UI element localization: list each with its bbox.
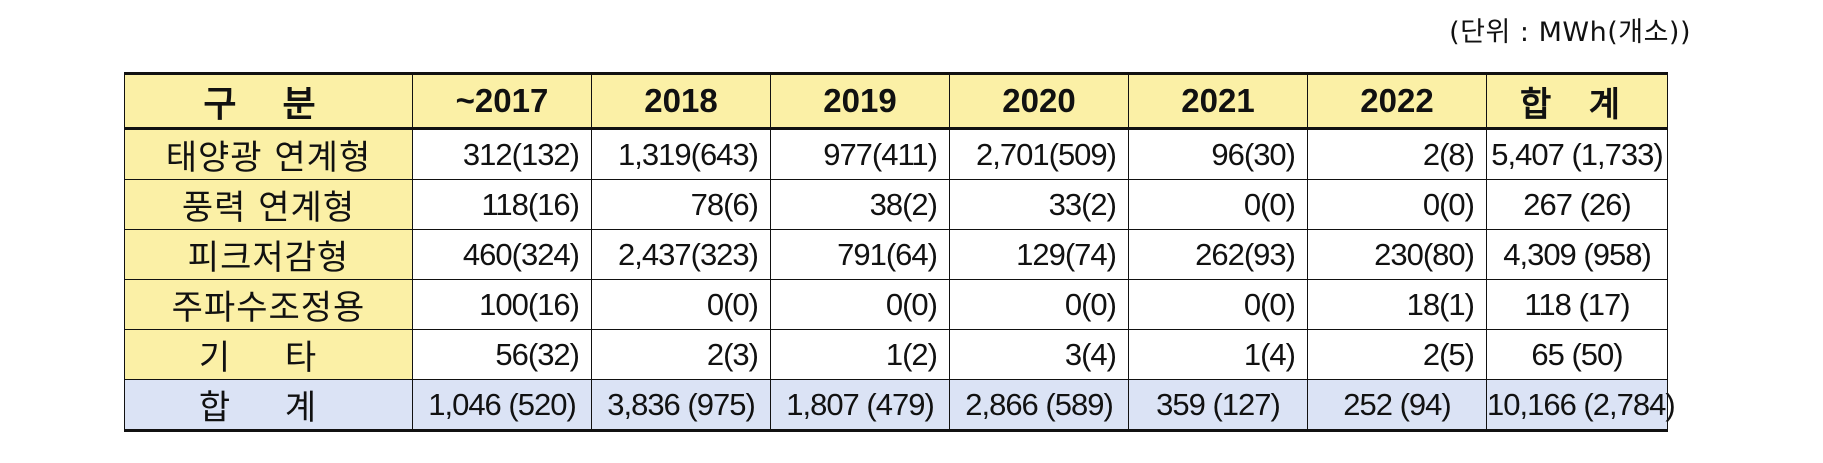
table-cell: 2(8) bbox=[1307, 128, 1487, 180]
table-cell-total: 65 (50) bbox=[1486, 329, 1668, 380]
header-year-2019: 2019 bbox=[770, 72, 950, 130]
table-cell: 0(0) bbox=[591, 279, 771, 330]
table-cell: 129(74) bbox=[949, 229, 1129, 280]
table-row-other: 기 타 56(32) 2(3) 1(2) 3(4) 1(4) 2(5) 65 (… bbox=[124, 329, 1668, 380]
header-year-2022: 2022 bbox=[1307, 72, 1487, 130]
row-label: 합 계 bbox=[124, 379, 413, 432]
row-label: 태양광 연계형 bbox=[124, 128, 413, 180]
header-year-2020: 2020 bbox=[949, 72, 1129, 130]
table-cell: 0(0) bbox=[1128, 279, 1308, 330]
header-row: 구 분 ~2017 2018 2019 2020 2021 2022 합 계 bbox=[124, 72, 1668, 130]
table-cell-total: 267 (26) bbox=[1486, 179, 1668, 230]
table-cell: 0(0) bbox=[949, 279, 1129, 330]
table-cell: 262(93) bbox=[1128, 229, 1308, 280]
table-cell-total: 5,407 (1,733) bbox=[1486, 128, 1668, 180]
table-cell-total: 118 (17) bbox=[1486, 279, 1668, 330]
table-cell: 1(2) bbox=[770, 329, 950, 380]
row-label: 풍력 연계형 bbox=[124, 179, 413, 230]
table-cell: 100(16) bbox=[412, 279, 592, 330]
row-label: 기 타 bbox=[124, 329, 413, 380]
table-cell: 3(4) bbox=[949, 329, 1129, 380]
table-cell: 1,046 (520) bbox=[412, 379, 592, 432]
table-cell: 312(132) bbox=[412, 128, 592, 180]
table-row-frequency: 주파수조정용 100(16) 0(0) 0(0) 0(0) 0(0) 18(1)… bbox=[124, 279, 1668, 330]
header-year-2021: 2021 bbox=[1128, 72, 1308, 130]
header-year-2018: 2018 bbox=[591, 72, 771, 130]
table-cell: 18(1) bbox=[1307, 279, 1487, 330]
table-cell: 791(64) bbox=[770, 229, 950, 280]
table-cell: 0(0) bbox=[1128, 179, 1308, 230]
table-cell: 1(4) bbox=[1128, 329, 1308, 380]
unit-label: (단위 : MWh(개소)) bbox=[1449, 17, 1691, 48]
table-cell: 2,437(323) bbox=[591, 229, 771, 280]
table-cell: 1,319(643) bbox=[591, 128, 771, 180]
table-cell-total: 4,309 (958) bbox=[1486, 229, 1668, 280]
table-row-wind: 풍력 연계형 118(16) 78(6) 38(2) 33(2) 0(0) 0(… bbox=[124, 179, 1668, 230]
table-cell: 2,866 (589) bbox=[949, 379, 1129, 432]
table-cell: 0(0) bbox=[770, 279, 950, 330]
table-row-total: 합 계 1,046 (520) 3,836 (975) 1,807 (479) … bbox=[124, 379, 1676, 432]
table-row-peak: 피크저감형 460(324) 2,437(323) 791(64) 129(74… bbox=[124, 229, 1668, 280]
table-cell: 96(30) bbox=[1128, 128, 1308, 180]
table-cell: 78(6) bbox=[591, 179, 771, 230]
table-cell: 0(0) bbox=[1307, 179, 1487, 230]
table-cell: 252 (94) bbox=[1307, 379, 1487, 432]
row-label: 주파수조정용 bbox=[124, 279, 413, 330]
table-cell: 1,807 (479) bbox=[770, 379, 950, 432]
table-cell: 2,701(509) bbox=[949, 128, 1129, 180]
row-label: 피크저감형 bbox=[124, 229, 413, 280]
table-cell: 977(411) bbox=[770, 128, 950, 180]
table-cell: 230(80) bbox=[1307, 229, 1487, 280]
header-year-2017: ~2017 bbox=[412, 72, 592, 130]
header-total: 합 계 bbox=[1486, 72, 1668, 130]
table-row-solar: 태양광 연계형 312(132) 1,319(643) 977(411) 2,7… bbox=[124, 128, 1668, 180]
table-cell: 33(2) bbox=[949, 179, 1129, 230]
table-cell: 118(16) bbox=[412, 179, 592, 230]
table-cell: 2(3) bbox=[591, 329, 771, 380]
table-cell: 2(5) bbox=[1307, 329, 1487, 380]
table-cell: 359 (127) bbox=[1128, 379, 1308, 432]
table-cell: 56(32) bbox=[412, 329, 592, 380]
table-cell: 460(324) bbox=[412, 229, 592, 280]
ess-installation-table: 구 분 ~2017 2018 2019 2020 2021 2022 합 계 태… bbox=[124, 72, 1676, 432]
header-category: 구 분 bbox=[124, 72, 413, 130]
table-cell: 38(2) bbox=[770, 179, 950, 230]
table-cell-grand-total: 10,166 (2,784) bbox=[1486, 379, 1676, 432]
table-cell: 3,836 (975) bbox=[591, 379, 771, 432]
